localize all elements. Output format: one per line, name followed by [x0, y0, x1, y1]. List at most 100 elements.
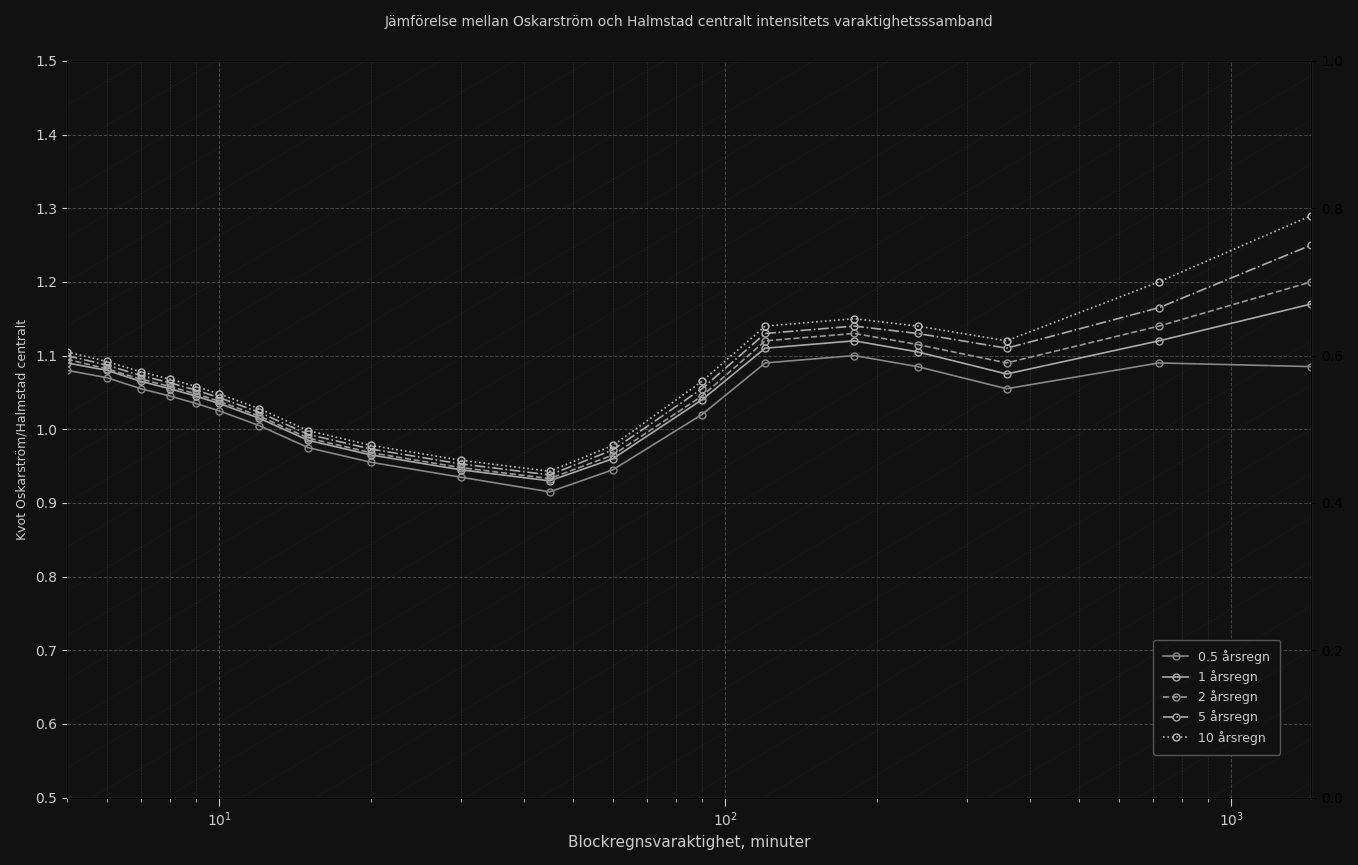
1 årsregn — [99, 365, 115, 375]
10 årsregn — [452, 455, 469, 465]
0.5 årsregn — [210, 406, 227, 416]
5 årsregn — [133, 370, 149, 381]
2 årsregn — [846, 328, 862, 338]
1 årsregn — [542, 476, 558, 486]
1 årsregn — [364, 450, 380, 460]
5 årsregn — [604, 445, 621, 455]
Line: 5 årsregn: 5 årsregn — [64, 241, 1315, 478]
1 årsregn — [694, 394, 710, 405]
2 årsregn — [604, 450, 621, 460]
1 årsregn — [162, 383, 178, 394]
1 årsregn — [756, 343, 773, 354]
2 årsregn — [694, 391, 710, 401]
5 årsregn — [694, 383, 710, 394]
0.5 årsregn — [452, 472, 469, 483]
2 årsregn — [542, 473, 558, 484]
5 årsregn — [756, 328, 773, 338]
2 årsregn — [364, 447, 380, 458]
0.5 årsregn — [300, 443, 316, 453]
10 årsregn — [542, 466, 558, 477]
1 årsregn — [187, 391, 204, 401]
5 årsregn — [452, 458, 469, 469]
2 årsregn — [210, 396, 227, 407]
5 årsregn — [99, 360, 115, 370]
5 årsregn — [251, 407, 268, 418]
1 årsregn — [1304, 298, 1320, 309]
0.5 årsregn — [694, 409, 710, 420]
1 årsregn — [1150, 336, 1167, 346]
Legend: 0.5 årsregn, 1 årsregn, 2 årsregn, 5 årsregn, 10 årsregn: 0.5 årsregn, 1 årsregn, 2 årsregn, 5 års… — [1153, 640, 1281, 754]
10 årsregn — [210, 388, 227, 399]
10 årsregn — [300, 426, 316, 436]
10 årsregn — [133, 367, 149, 377]
5 årsregn — [910, 328, 926, 338]
10 årsregn — [58, 347, 75, 357]
10 årsregn — [187, 381, 204, 392]
5 årsregn — [998, 343, 1014, 354]
10 årsregn — [846, 313, 862, 324]
0.5 årsregn — [58, 365, 75, 375]
2 årsregn — [756, 336, 773, 346]
10 årsregn — [1304, 210, 1320, 221]
5 årsregn — [58, 350, 75, 361]
0.5 årsregn — [99, 373, 115, 383]
10 årsregn — [694, 376, 710, 387]
2 årsregn — [910, 339, 926, 349]
X-axis label: Blockregnsvaraktighet, minuter: Blockregnsvaraktighet, minuter — [568, 835, 811, 850]
5 årsregn — [162, 378, 178, 388]
5 årsregn — [542, 470, 558, 480]
1 årsregn — [452, 465, 469, 475]
10 årsregn — [364, 440, 380, 451]
1 årsregn — [133, 376, 149, 387]
Line: 2 årsregn: 2 årsregn — [64, 279, 1315, 482]
10 årsregn — [998, 336, 1014, 346]
10 årsregn — [251, 403, 268, 413]
1 årsregn — [300, 435, 316, 445]
2 årsregn — [998, 358, 1014, 368]
0.5 årsregn — [998, 383, 1014, 394]
0.5 årsregn — [604, 465, 621, 475]
5 årsregn — [210, 393, 227, 403]
10 årsregn — [604, 440, 621, 451]
10 årsregn — [1150, 277, 1167, 287]
0.5 årsregn — [846, 350, 862, 361]
2 årsregn — [1304, 277, 1320, 287]
5 årsregn — [1150, 303, 1167, 313]
2 årsregn — [58, 354, 75, 364]
2 årsregn — [133, 374, 149, 384]
Line: 1 årsregn: 1 årsregn — [64, 300, 1315, 484]
5 årsregn — [364, 444, 380, 454]
10 årsregn — [162, 374, 178, 384]
0.5 årsregn — [133, 383, 149, 394]
1 årsregn — [998, 368, 1014, 379]
1 årsregn — [846, 336, 862, 346]
1 årsregn — [910, 347, 926, 357]
0.5 årsregn — [162, 391, 178, 401]
5 årsregn — [1304, 240, 1320, 250]
1 årsregn — [251, 413, 268, 423]
0.5 årsregn — [187, 398, 204, 408]
2 årsregn — [300, 432, 316, 443]
0.5 årsregn — [756, 358, 773, 368]
1 årsregn — [58, 358, 75, 368]
Line: 0.5 årsregn: 0.5 årsregn — [64, 352, 1315, 496]
1 årsregn — [210, 398, 227, 408]
0.5 årsregn — [542, 487, 558, 497]
1 årsregn — [604, 453, 621, 464]
2 årsregn — [1150, 321, 1167, 331]
2 årsregn — [251, 411, 268, 421]
5 årsregn — [846, 321, 862, 331]
10 årsregn — [910, 321, 926, 331]
2 årsregn — [162, 381, 178, 392]
0.5 årsregn — [910, 362, 926, 372]
5 årsregn — [300, 429, 316, 439]
10 årsregn — [99, 356, 115, 367]
0.5 årsregn — [364, 458, 380, 468]
0.5 årsregn — [1150, 358, 1167, 368]
2 årsregn — [452, 463, 469, 473]
0.5 årsregn — [1304, 362, 1320, 372]
5 årsregn — [187, 385, 204, 395]
0.5 årsregn — [251, 420, 268, 431]
Line: 10 årsregn: 10 årsregn — [64, 212, 1315, 475]
2 årsregn — [99, 363, 115, 374]
